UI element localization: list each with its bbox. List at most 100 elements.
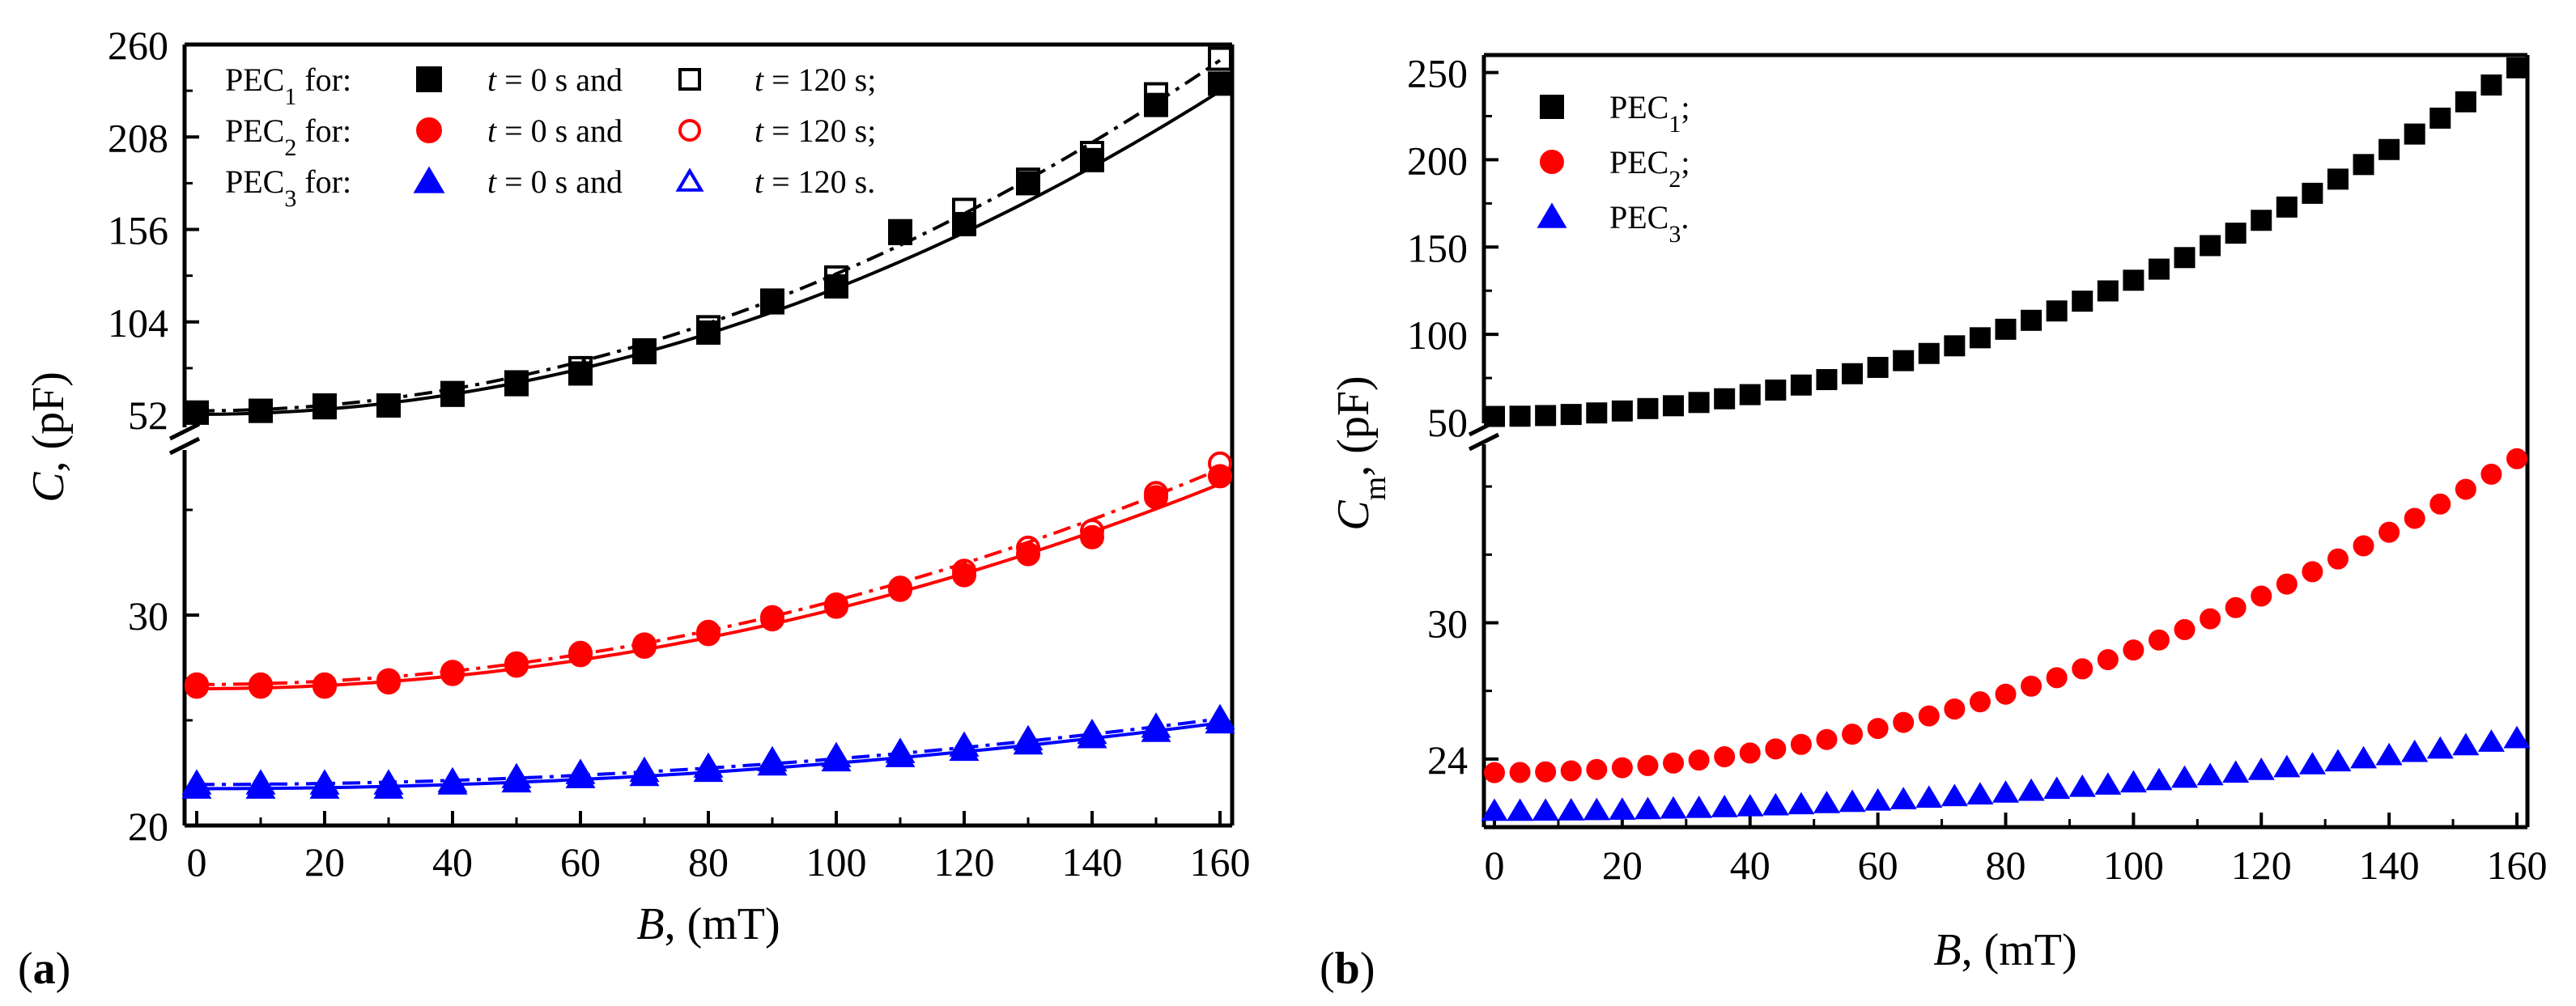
legend-label-sub: 1	[284, 83, 296, 110]
panel-a-legend-t120: t = 120 s;	[755, 112, 876, 149]
panel-b-data-point	[2171, 765, 2199, 788]
panel-b-x-axis-label: B, (mT)	[1933, 925, 2077, 975]
panel-b-data-point	[2378, 521, 2400, 543]
panel-a-x-tick-label: 0	[187, 839, 207, 885]
panel-a-legend-t120: t = 120 s;	[755, 62, 876, 98]
panel-b-legend-label: PEC3.	[1609, 199, 1689, 248]
legend-label-rest: for:	[296, 163, 351, 200]
panel-b-data-point	[1992, 780, 2020, 803]
panel-b-data-point	[1583, 797, 1610, 821]
panel-b-data-point	[1560, 404, 1582, 426]
panel-b-legend-marker	[1537, 202, 1567, 228]
panel-a-data-point	[376, 668, 401, 693]
panel-b-data-point	[2094, 772, 2122, 795]
panel-b-data-point	[1739, 742, 1761, 764]
panel-b-data-point	[2302, 182, 2323, 204]
legend-label-sub: 1	[1668, 111, 1681, 138]
panel-a-x-tick-label: 60	[560, 839, 601, 885]
panel-a-data-point	[632, 337, 657, 363]
panel-b-data-point	[1969, 327, 1991, 349]
panel-b-data-point	[1944, 335, 1966, 357]
panel-b-data-point	[2119, 770, 2147, 793]
x-label-rest: , (mT)	[665, 899, 780, 949]
panel-a-legend-label: PEC2 for:	[225, 112, 351, 161]
panel-b-data-point	[1918, 342, 1940, 364]
panel-b-data-point	[1714, 746, 1736, 768]
panel-b-data-point	[2148, 258, 2170, 280]
panel-b-data-point	[2072, 291, 2094, 312]
panel-b-data-point	[1558, 798, 1585, 821]
panel-b-data-point	[1688, 749, 1710, 771]
panel-b-data-point	[2145, 767, 2173, 791]
panel-a-y-tick-label: 20	[128, 804, 168, 849]
panel-b-data-point	[1867, 356, 1889, 378]
panel-b-data-point	[1816, 369, 1838, 391]
panel-b-data-point	[1787, 792, 1815, 815]
panel-a-legend-marker-filled	[416, 66, 442, 92]
panel-a-data-point	[568, 361, 593, 386]
panel-b-data-point	[1969, 691, 1991, 713]
panel-a-y-tick-label: 30	[128, 593, 168, 639]
panel-b-data-point	[2353, 154, 2374, 176]
panel-b-data-point	[1586, 758, 1608, 780]
legend-t-var: t	[487, 62, 497, 98]
panel-a-data-point	[185, 672, 209, 697]
panel-a-x-tick-label: 140	[1062, 839, 1123, 885]
panel-b-data-point	[2068, 774, 2096, 797]
panel-b-data-point	[2480, 463, 2502, 485]
panel-b-data-point	[1790, 733, 1812, 755]
y-label-rest: , (pF)	[23, 371, 74, 472]
legend-t-var: t	[487, 163, 497, 200]
x-label-var: B	[636, 899, 664, 949]
panel-b-data-point	[2477, 729, 2505, 752]
panel-a-data-point	[952, 558, 976, 584]
panel-b-data-point	[2276, 196, 2298, 218]
panel-b-y-tick-label: 50	[1427, 400, 1468, 445]
panel-b-data-point	[1481, 798, 1508, 821]
y-label-var: C	[23, 472, 74, 503]
panel-b-data-point	[1509, 762, 1531, 783]
panel-b-data-point	[2298, 752, 2326, 775]
panel-b-data-point	[1532, 798, 1559, 821]
panel-b-data-point	[2072, 658, 2094, 680]
panel-a-data-point	[696, 315, 721, 340]
panel-b-data-point	[2200, 608, 2221, 630]
panel-b-data-point	[2327, 548, 2349, 570]
legend-label-sub: 3	[1668, 221, 1681, 248]
panel-a-data-point	[952, 211, 976, 236]
panel-a-data-point	[376, 393, 401, 418]
panel-a-data-point	[952, 197, 976, 223]
panel-a-data-point	[568, 640, 593, 665]
panel-b-data-point	[1637, 397, 1659, 419]
legend-label-rest: ;	[1681, 144, 1690, 180]
panel-b-y-tick-label: 200	[1407, 138, 1468, 183]
panel-label-paren: )	[1360, 944, 1375, 994]
panel-a-legend-t0: t = 0 s and	[487, 62, 623, 98]
panel-a-data-point	[1208, 46, 1232, 71]
panel-b-data-point	[2225, 596, 2247, 618]
legend-t0-rest: = 0 s and	[496, 112, 623, 149]
panel-b-x-tick-label: 0	[1485, 843, 1505, 888]
panel-b-legend: PEC1;PEC2;PEC3.	[1537, 89, 1690, 248]
panel-a-fit-curve	[197, 482, 1221, 690]
legend-t-var: t	[755, 112, 764, 149]
panel-b-data-point	[1918, 705, 1940, 727]
panel-b-y-tick-label: 250	[1407, 51, 1468, 96]
panel-b-y-axis-label: Cm, (pF)	[1328, 376, 1392, 530]
panel-b-x-tick-label: 120	[2231, 843, 2292, 888]
legend-label-main: PEC	[1609, 144, 1668, 180]
legend-t120-rest: = 120 s;	[763, 112, 876, 149]
panel-b-data-point	[1509, 405, 1531, 427]
panel-a-data-point	[249, 398, 273, 423]
panel-a-data-point	[568, 355, 593, 380]
panel-a-data-point	[1080, 147, 1104, 172]
panel-a-data-point	[1080, 141, 1104, 166]
legend-t-var: t	[755, 163, 764, 200]
legend-label-main: PEC	[225, 163, 284, 200]
panel-a-data-point	[885, 737, 916, 763]
panel-b-data-point	[1739, 384, 1761, 405]
panel-b-data-point	[2429, 107, 2451, 129]
panel-b-data-point	[1560, 760, 1582, 782]
panel-a-data-point	[760, 605, 784, 630]
